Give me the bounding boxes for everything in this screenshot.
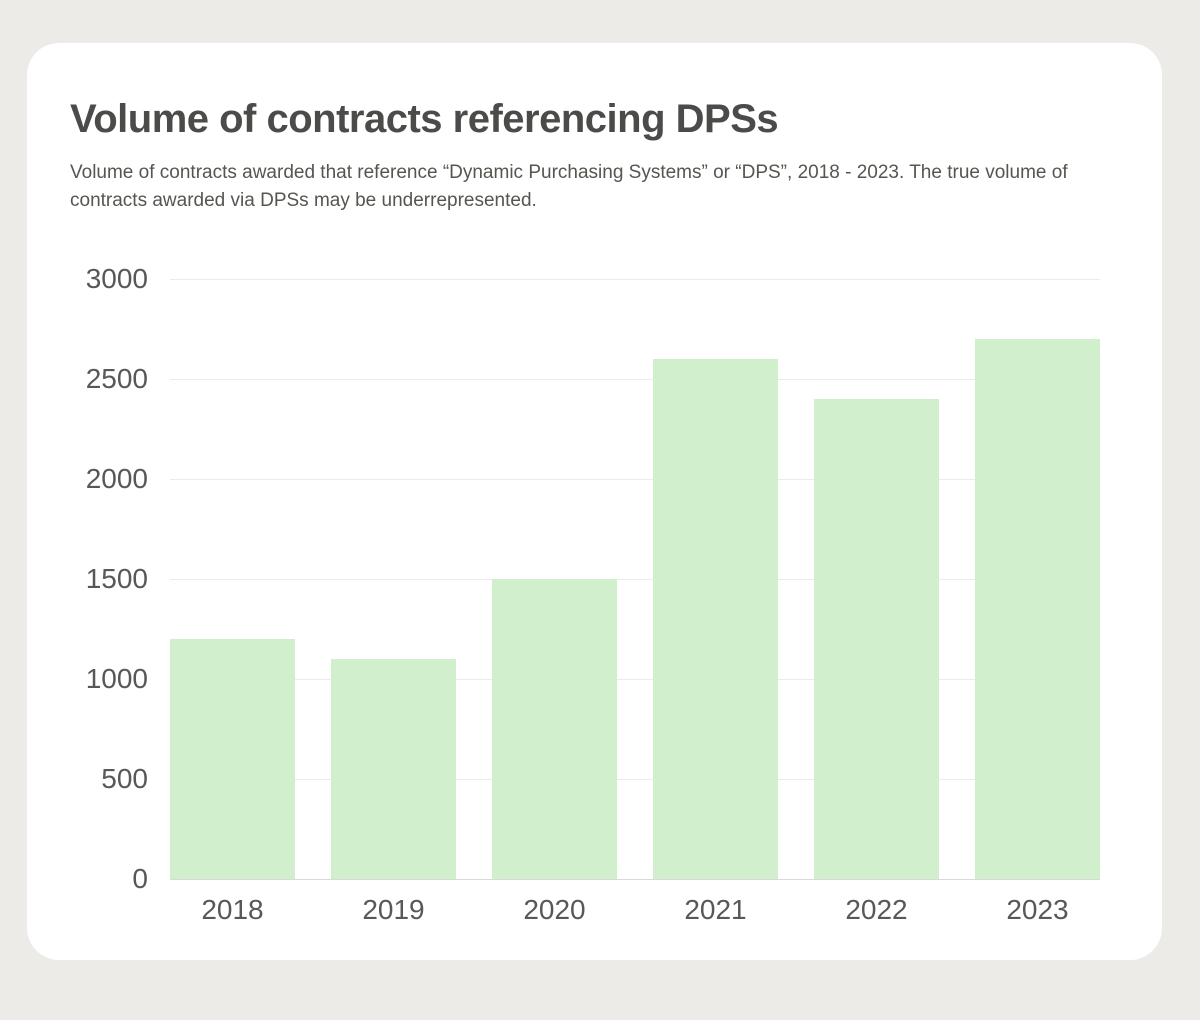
bar-2018	[170, 639, 295, 879]
gridline-1500	[170, 579, 1100, 580]
gridline-500	[170, 779, 1100, 780]
y-axis-tick-label: 1500	[85, 563, 148, 594]
bar-2021	[653, 359, 778, 879]
gridline-2000	[170, 479, 1100, 480]
x-axis-label: 2018	[201, 894, 264, 925]
chart-card: Volume of contracts referencing DPSs Vol…	[27, 43, 1162, 960]
bar-2023	[975, 339, 1100, 879]
bar-2020	[492, 579, 617, 879]
x-axis-label: 2020	[523, 894, 586, 925]
chart-title: Volume of contracts referencing DPSs	[70, 97, 779, 141]
y-axis-tick-label: 500	[101, 763, 148, 794]
bar-2019	[331, 659, 456, 879]
y-axis-tick-label: 3000	[85, 263, 148, 294]
y-axis-tick-label: 0	[132, 863, 148, 894]
gridline-1000	[170, 679, 1100, 680]
y-axis-tick-label: 1000	[85, 663, 148, 694]
bar-chart: 0 500 1000 1500 2000 2500 3000 2018 2019 2020 2021…	[27, 43, 1162, 960]
gridline-2500	[170, 379, 1100, 380]
x-axis-line	[170, 879, 1100, 880]
y-axis-tick-label: 2000	[85, 463, 148, 494]
x-axis-label: 2019	[362, 894, 425, 925]
y-axis-tick-label: 2500	[85, 363, 148, 394]
x-axis-label: 2022	[845, 894, 908, 925]
x-axis-label: 2021	[684, 894, 747, 925]
gridline-3000	[170, 279, 1100, 280]
x-axis-label: 2023	[1006, 894, 1069, 925]
chart-subtitle: Volume of contracts awarded that referen…	[70, 162, 1068, 211]
bar-2022	[814, 399, 939, 879]
